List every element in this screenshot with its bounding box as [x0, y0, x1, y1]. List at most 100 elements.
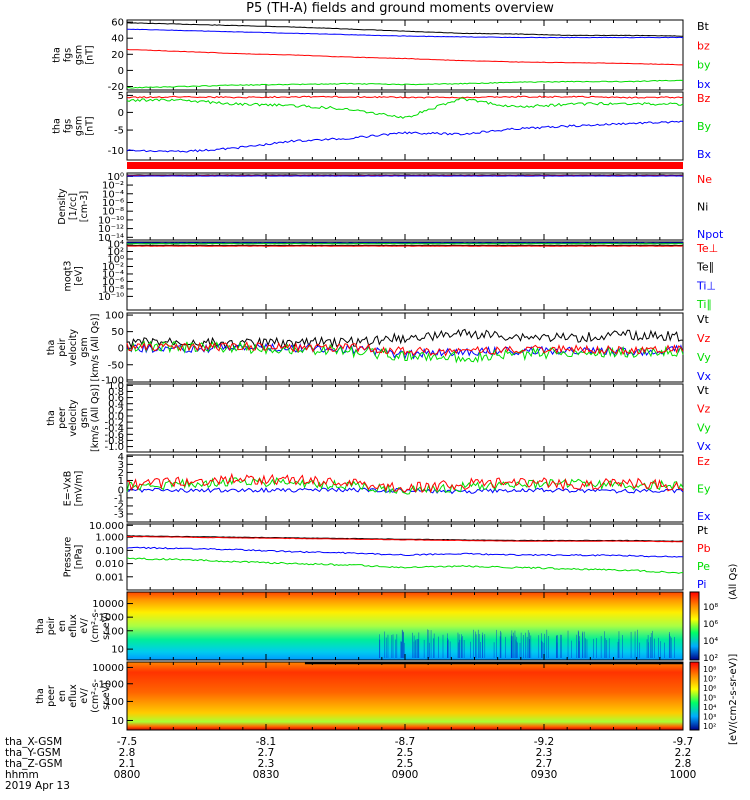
y-tick-label: 20	[111, 50, 124, 61]
y-tick-label: 0.001	[95, 572, 124, 583]
y-tick-label: 10⁰	[107, 255, 124, 266]
y-axis-label: Pressure	[63, 537, 74, 578]
y-axis-label: [cm-3]	[79, 191, 90, 222]
legend-Pe: Pe	[697, 560, 710, 573]
colorbar-tick: 10⁸	[703, 603, 718, 613]
y-tick-label: 10⁻²	[102, 181, 124, 192]
y-tick-label: 0.010	[95, 559, 124, 570]
series-line	[126, 48, 684, 66]
series-line	[126, 546, 683, 558]
x-row-label: tha_X-GSM	[5, 736, 62, 748]
legend-Vy: Vy	[697, 351, 711, 364]
y-tick-label: -5	[114, 126, 124, 137]
y-tick-label: 10⁻⁶	[102, 198, 124, 209]
x-tick-t: 0830	[253, 769, 280, 781]
y-axis-label: eV/	[79, 687, 90, 703]
x-tick-t: 0930	[531, 769, 558, 781]
panel-frame	[126, 454, 684, 523]
legend-Ne: Ne	[697, 173, 712, 186]
y-tick-label: 10⁰	[107, 172, 124, 183]
panel-frame	[126, 19, 684, 91]
colorbar-tick: 10⁴	[703, 637, 718, 647]
series-line	[126, 472, 684, 494]
y-axis-label: [1/cc]	[68, 193, 79, 220]
x-tick-x: -8.1	[256, 736, 277, 748]
y-tick-label: 0	[118, 344, 124, 355]
y-tick-label: 1000	[99, 679, 124, 690]
y-tick-label: 10⁻²	[102, 262, 124, 273]
y-axis-label: moqt3	[63, 261, 74, 292]
legend-Pt: Pt	[697, 524, 709, 537]
y-tick-label: -0.8	[104, 436, 124, 447]
y-axis-label: eV/	[79, 617, 90, 633]
colorbar-top	[689, 591, 700, 661]
x-tick-z: 2.5	[397, 758, 414, 770]
y-axis-label: peir	[57, 338, 68, 357]
y-tick-label: 10000	[92, 663, 124, 674]
colorbar-tick: 10⁸	[703, 665, 716, 674]
y-axis-label: tha	[46, 340, 57, 356]
colorbar-tick: 10⁶	[703, 620, 718, 630]
y-tick-label: 0	[118, 108, 124, 119]
y-axis-label: [km/s (All Qs)]	[90, 314, 101, 382]
y-axis-label: en	[57, 690, 68, 702]
legend-Vx: Vx	[697, 440, 712, 453]
legend-Ez: Ez	[697, 455, 710, 468]
x-tick-x: -9.2	[534, 736, 555, 748]
y-axis-label: [eV]	[74, 266, 85, 286]
y-tick-label: 0.0	[108, 411, 124, 422]
panel-frame	[126, 523, 684, 591]
legend-Vz: Vz	[697, 403, 711, 416]
colorbar-tick: 10⁶	[703, 684, 716, 693]
y-tick-label: 10⁻⁴	[102, 189, 124, 200]
y-tick-label: 5	[118, 91, 124, 102]
colorbar-label-right: (All Qs)	[728, 563, 739, 600]
y-tick-label: 10⁻⁴	[102, 269, 124, 280]
x-tick-t: 0800	[114, 769, 141, 781]
series-line	[126, 341, 684, 357]
x-tick-z: 2.8	[675, 758, 692, 770]
y-tick-label: 0.2	[108, 405, 124, 416]
y-tick-label: -50	[108, 360, 124, 371]
legend-Ti∥: Ti∥	[696, 298, 712, 311]
y-tick-label: 0.6	[108, 393, 124, 404]
y-tick-label: 10⁻¹⁰	[98, 292, 124, 303]
legend-Ex: Ex	[697, 510, 711, 523]
y-tick-label: -1.0	[104, 442, 124, 453]
y-axis-label: tha	[46, 410, 57, 426]
colorbar-tick: 10²	[703, 722, 716, 731]
x-tick-x: -9.7	[673, 736, 694, 748]
y-tick-label: 1.000	[95, 533, 124, 544]
legend-Pi: Pi	[697, 578, 706, 591]
legend-Bz: Bz	[697, 92, 711, 105]
x-tick-t: 1000	[670, 769, 697, 781]
series-line	[126, 328, 684, 349]
x-tick-y: 2.3	[536, 747, 553, 759]
y-axis-label: [nPa]	[74, 545, 85, 570]
y-tick-label: 60	[111, 18, 124, 29]
y-tick-label: 10⁻¹⁴	[98, 233, 124, 244]
legend-Bx: Bx	[697, 148, 712, 161]
peir-spectrogram	[127, 592, 683, 660]
y-tick-label: 10⁻¹⁰	[98, 215, 124, 226]
x-tick-x: -7.5	[117, 736, 138, 748]
y-axis-label: (cm²-s-	[90, 679, 101, 713]
series-line	[126, 120, 684, 153]
y-tick-label: 4	[118, 452, 124, 463]
colorbar-bottom	[689, 661, 700, 731]
y-tick-label: 3	[118, 460, 124, 471]
legend-Npot: Npot	[697, 228, 724, 241]
panel-frame	[126, 172, 684, 241]
y-tick-label: 0.8	[108, 387, 124, 398]
y-tick-label: -0.2	[104, 418, 124, 429]
y-tick-label: -100	[101, 375, 124, 386]
y-tick-label: 10⁻⁶	[102, 277, 124, 288]
series-line	[126, 79, 684, 89]
legend-Ti⊥: Ti⊥	[696, 279, 716, 292]
y-axis-label: sr-eV)	[101, 682, 112, 710]
panel-peir-velocity: 100 50 0 -50 -100 tha peir velocity gsm [km/s (Al…	[46, 311, 712, 387]
y-axis-label: gsm	[79, 408, 90, 428]
y-tick-label: 100	[105, 311, 124, 322]
